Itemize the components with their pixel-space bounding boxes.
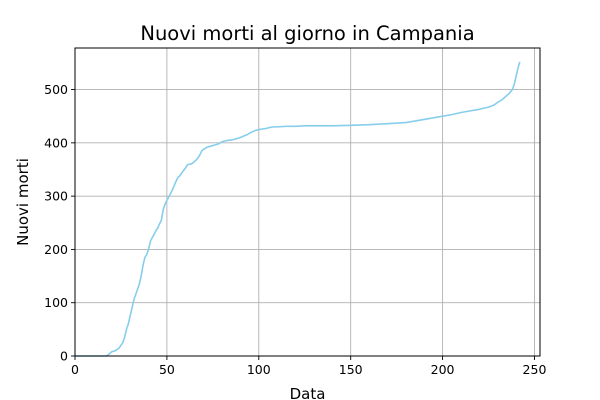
x-tick-label: 250 bbox=[523, 362, 547, 377]
x-tick-label: 50 bbox=[159, 362, 175, 377]
y-tick-label: 100 bbox=[44, 295, 68, 310]
x-tick-label: 0 bbox=[71, 362, 79, 377]
x-axis-label: Data bbox=[290, 385, 326, 400]
y-tick-label: 200 bbox=[44, 242, 68, 257]
series-line bbox=[75, 61, 521, 357]
plot-frame bbox=[74, 47, 541, 357]
x-tick-label: 200 bbox=[431, 362, 455, 377]
x-tick-label: 150 bbox=[339, 362, 363, 377]
y-tick-label: 400 bbox=[44, 135, 68, 150]
plot-area bbox=[75, 61, 521, 357]
y-axis-label: Nuovi morti bbox=[14, 158, 32, 246]
chart-title: Nuovi morti al giorno in Campania bbox=[140, 22, 474, 45]
y-tick-label: 300 bbox=[44, 189, 68, 204]
axis-ticks: 0 50 100 150 200 250 0 100 200 300 400 500 bbox=[44, 82, 546, 377]
y-tick-label: 0 bbox=[60, 349, 68, 364]
y-tick-label: 500 bbox=[44, 82, 68, 97]
x-tick-label: 100 bbox=[247, 362, 271, 377]
